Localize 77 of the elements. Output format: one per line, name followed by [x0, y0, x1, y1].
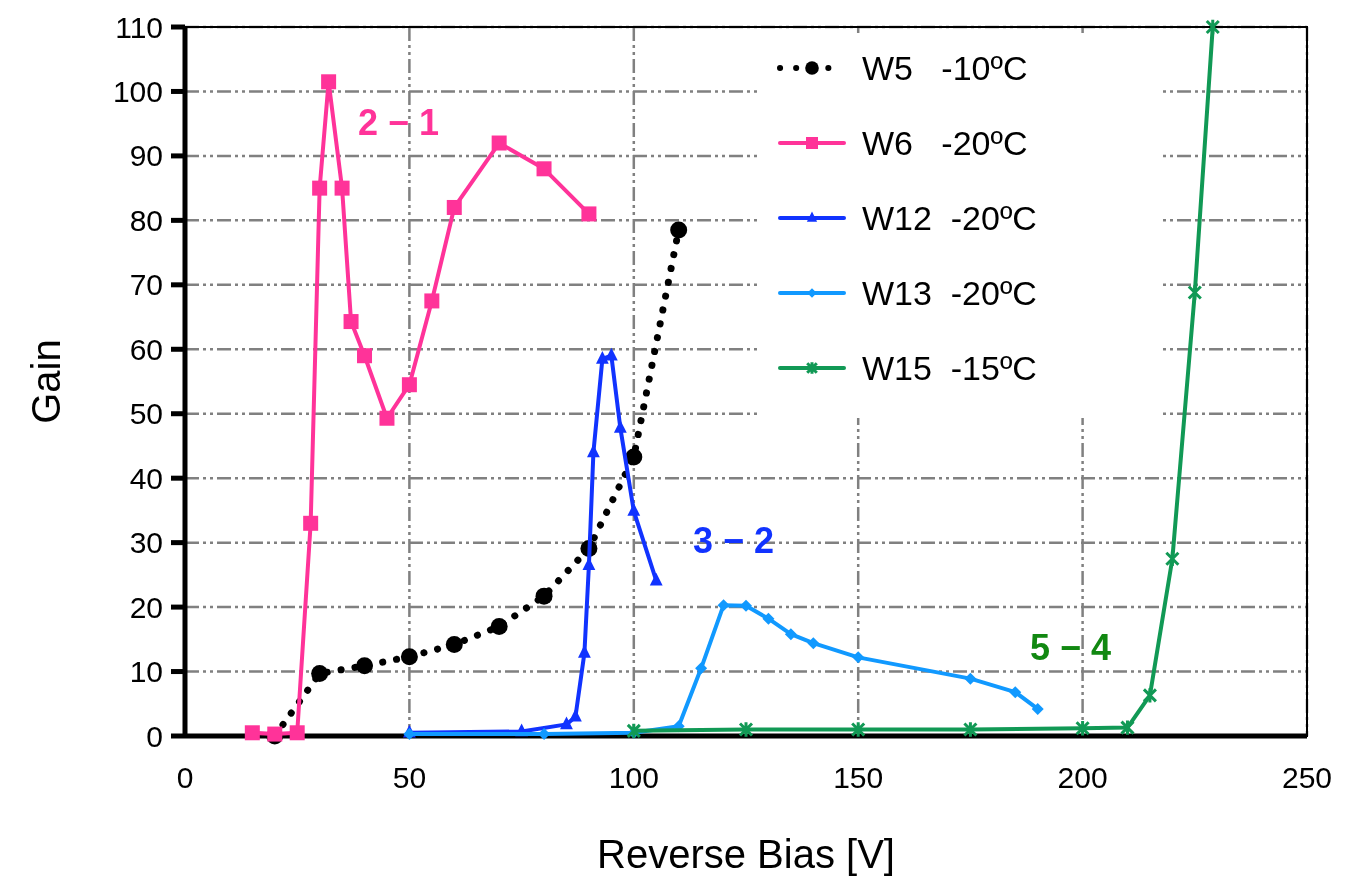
point [303, 515, 319, 531]
y-axis-title: Gain [24, 339, 68, 424]
y-tick-label: 80 [129, 203, 163, 237]
point [1205, 18, 1221, 36]
point [1075, 719, 1091, 737]
point [740, 599, 752, 612]
point [490, 617, 508, 635]
annotation: 3 − 2 [693, 520, 775, 561]
point [762, 612, 775, 625]
point [738, 720, 754, 739]
annotation: 5 − 4 [1030, 627, 1112, 668]
point [321, 74, 337, 90]
point [670, 221, 688, 239]
point [536, 161, 552, 177]
point [1031, 702, 1044, 715]
y-tick-label: 60 [129, 332, 163, 366]
point [491, 135, 507, 151]
point [1164, 550, 1180, 568]
point [1187, 283, 1203, 302]
legend-label: W13 -20ºC [862, 273, 1037, 312]
point [962, 720, 978, 739]
point [357, 348, 373, 364]
point [311, 664, 329, 682]
point [807, 637, 820, 650]
point [424, 293, 440, 309]
point [964, 672, 977, 685]
point [625, 448, 643, 466]
y-tick-label: 0 [146, 719, 163, 753]
y-tick-label: 110 [115, 10, 163, 44]
point [312, 180, 328, 196]
point [535, 587, 553, 605]
point [784, 628, 797, 641]
point [446, 199, 462, 215]
y-tick-label: 100 [112, 74, 163, 108]
annotation: 2 − 1 [358, 102, 440, 143]
point [343, 314, 359, 330]
point [400, 648, 418, 666]
point [595, 350, 609, 364]
point [1119, 718, 1135, 737]
y-tick-label: 20 [129, 590, 163, 624]
point [356, 657, 374, 675]
x-tick-label: 50 [392, 761, 427, 794]
point [850, 720, 866, 739]
x-tick-label: 100 [608, 761, 659, 794]
point [581, 206, 597, 222]
point [604, 347, 618, 361]
y-tick-label: 10 [129, 655, 163, 689]
point [627, 503, 641, 516]
point [560, 716, 573, 730]
y-tick-label: 50 [129, 397, 163, 431]
point [626, 722, 642, 740]
legend-label: W15 -15ºC [862, 348, 1037, 387]
y-tick-label: 40 [129, 461, 163, 495]
point [1009, 686, 1022, 699]
point [649, 572, 663, 586]
point [1142, 686, 1158, 705]
point [852, 651, 865, 664]
x-tick-label: 250 [1281, 761, 1333, 794]
x-tick-label: 150 [833, 761, 884, 794]
x-tick-label: 200 [1057, 761, 1108, 794]
point [334, 180, 350, 196]
point [695, 662, 708, 675]
y-tick-label: 90 [129, 139, 163, 173]
point [379, 410, 395, 426]
x-axis-title: Reverse Bias [V] [597, 832, 895, 876]
legend-label: W12 -20ºC [862, 198, 1037, 237]
point [401, 377, 417, 393]
x-tick-label: 0 [176, 761, 194, 794]
y-tick-label: 30 [129, 526, 163, 560]
y-tick-label: 70 [129, 268, 163, 302]
point [613, 419, 627, 433]
point [289, 725, 305, 741]
point [244, 725, 260, 741]
legend-label: W6 -20ºC [862, 123, 1028, 162]
point [445, 635, 463, 653]
legend-label: W5 -10ºC [862, 48, 1028, 87]
point [582, 557, 596, 570]
